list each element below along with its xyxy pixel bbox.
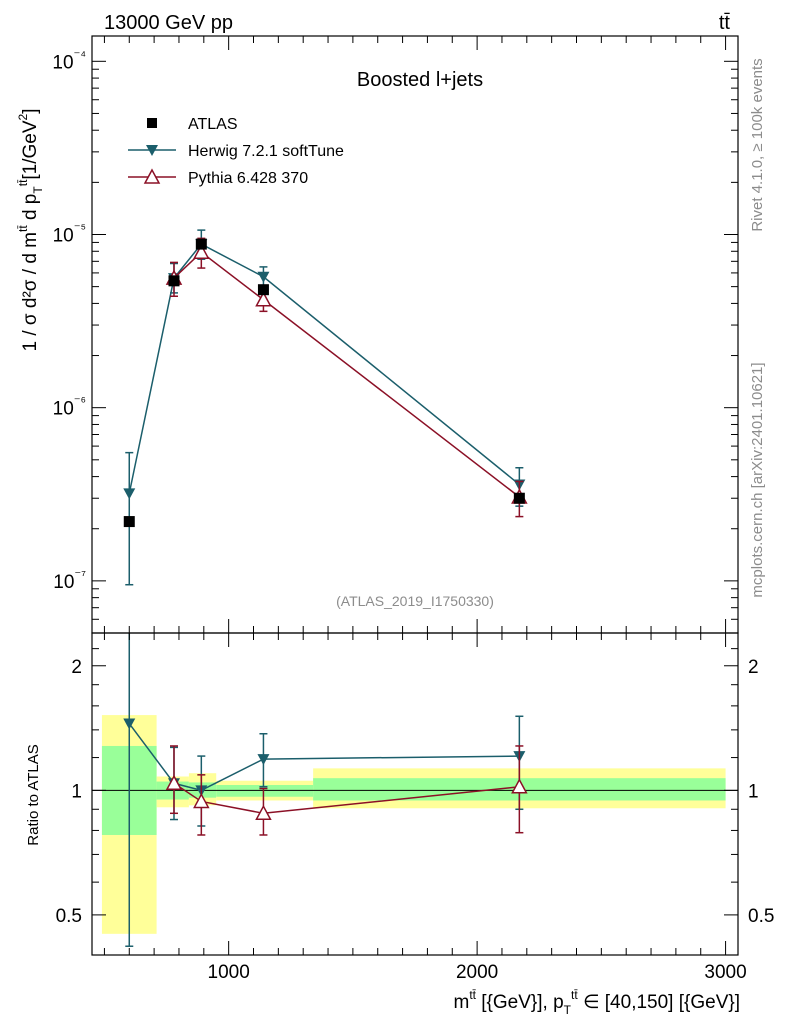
main-herwig-point-0: [123, 488, 136, 500]
header-right: tt̄: [719, 12, 731, 34]
ratio-frame: [91, 632, 739, 956]
main-ytick-label-2: 10⁻⁵: [53, 220, 86, 246]
x-tick-label-2: 3000: [704, 962, 746, 983]
legend-label-atlas: ATLAS: [188, 116, 238, 133]
main-herwig-line: [128, 243, 520, 494]
ratio-pythia-line: [173, 782, 520, 815]
legend-label-pythia: Pythia 6.428 370: [188, 170, 308, 187]
ratio-ylabel: Ratio to ATLAS: [25, 744, 42, 845]
x-tick-label-1: 2000: [456, 962, 498, 983]
ratio-bands: [92, 715, 738, 934]
main-pythia-line: [173, 251, 520, 498]
ratio-herwig-point-3: [257, 754, 270, 766]
main-ytick-label-3: 10⁻⁴: [52, 47, 86, 73]
ratio-ytick-label-left-2: 2: [71, 657, 82, 678]
ratio-series: [123, 633, 528, 947]
legend-marker-pythia: [143, 168, 161, 184]
ratio-herwig-point-0: [123, 718, 136, 730]
main-ytick-label-1: 10⁻⁶: [53, 394, 86, 420]
main-ylabel: 1 / σ d²σ / d mtt̄ d pTtt̄[1/GeV2]: [16, 108, 45, 351]
legend-label-herwig: Herwig 7.2.1 softTune: [188, 143, 344, 160]
main-atlas-point-0: [123, 516, 135, 528]
main-atlas-point-1: [168, 275, 180, 287]
ratio-ytick-label-right-0: 0.5: [748, 906, 774, 927]
ratio-pythia-point-1: [193, 792, 210, 809]
ratio-pythia-point-0: [165, 774, 183, 791]
main-atlas-point-2: [195, 238, 207, 250]
chart-title: Boosted l+jets: [357, 69, 483, 91]
analysis-label: (ATLAS_2019_I1750330): [336, 593, 494, 609]
ratio-ytick-label-right-2: 2: [748, 657, 759, 678]
main-series: [123, 229, 528, 586]
axes: 1000 2000 3000 10⁻⁷ 10⁻⁶ 10⁻⁵ 10⁻⁴ 0.5 0.5 1 1 2 2: [52, 35, 774, 983]
ratio-ytick-label-right-1: 1: [748, 781, 759, 802]
main-atlas-point-4: [513, 492, 525, 504]
header-left: 13000 GeV pp: [104, 12, 233, 34]
legend: ATLAS Herwig 7.2.1 softTune Pythia 6.428…: [128, 116, 344, 187]
main-pythia-point-2: [193, 243, 210, 259]
legend-marker-atlas: [147, 118, 157, 128]
rivet-label: Rivet 4.1.0, ≥ 100k events: [749, 58, 766, 231]
ratio-ytick-label-left-1: 1: [71, 781, 82, 802]
x-tick-label-0: 1000: [208, 962, 250, 983]
legend-marker-herwig: [146, 145, 158, 156]
ratio-xlabel: mtt̄ [{GeV}], pTtt̄ ∈ [40,150] [{GeV}]: [453, 988, 740, 1017]
ratio-band-stat-3: [216, 785, 314, 797]
main-herwig-point-3: [257, 271, 270, 283]
ratio-ytick-label-left-0: 0.5: [56, 906, 82, 927]
mcplots-label: mcplots.cern.ch [arXiv:2401.10621]: [749, 362, 766, 597]
ratio-pythia-point-3: [511, 778, 528, 794]
main-pythia-point-3: [255, 291, 272, 307]
main-ytick-label-0: 10⁻⁷: [53, 567, 86, 593]
ratio-pythia-point-2: [255, 804, 272, 821]
main-atlas-point-3: [257, 284, 269, 296]
